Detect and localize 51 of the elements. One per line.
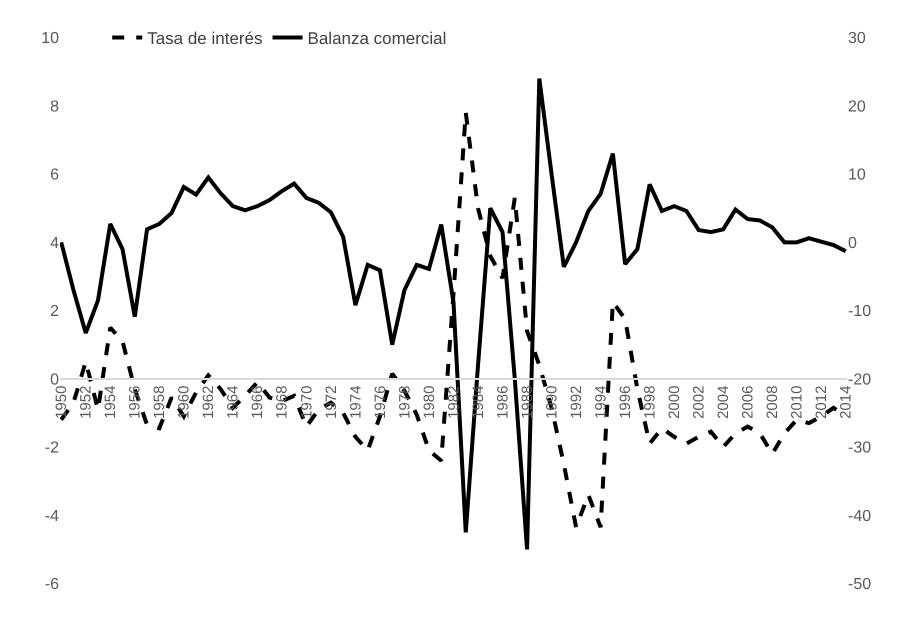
x-tick-label: 1984 [470,386,487,419]
y-tick-label: 2 [50,303,60,320]
x-tick-label: 1976 [372,386,389,419]
x-tick-label: 1968 [274,386,291,419]
y2-tick-label: 20 [848,98,866,116]
y2-tick-label: 0 [848,234,857,252]
y2-tick-label: -40 [848,508,872,525]
x-tick-label: 2004 [715,386,732,419]
x-tick-label: 1986 [494,386,512,419]
x-tick-label: 2006 [740,386,757,419]
x-tick-label: 1964 [224,386,242,419]
x-tick-label: 1952 [78,386,95,419]
x-tick-label: 1972 [322,386,340,419]
x-tick-label: 1962 [200,386,218,419]
x-tick-label: 1988 [518,386,536,419]
x-tick-label: 1982 [445,386,462,419]
x-tick-label: 1992 [568,386,585,419]
x-tick-label: 2010 [788,386,806,419]
x-tick-label: 1990 [543,386,560,419]
x-tick-label: 1958 [151,386,168,419]
x-tick-label: 1994 [592,386,610,419]
x-tick-label: 1980 [420,386,438,419]
legend-label: Tasa de interés [147,29,263,48]
x-tick-label: 1950 [53,386,70,419]
x-tick-label: 1954 [102,386,120,419]
x-tick-label: 1998 [642,386,659,419]
x-tick-label: 2008 [764,386,782,419]
x-tick-label: 2002 [690,386,708,419]
y-tick-label: 4 [50,234,60,252]
y2-tick-label: -50 [848,576,872,594]
x-tick-label: 1970 [298,386,316,419]
x-tick-label: 2012 [813,386,830,419]
legend-label: Balanza comercial [308,29,446,48]
y-tick-label: 10 [41,30,60,48]
y2-tick-label: 30 [848,30,866,48]
y2-tick-label: -10 [848,303,872,320]
y-tick-label: -4 [44,508,60,525]
y-tick-label: 6 [50,166,60,184]
y-tick-label: -2 [44,440,60,457]
y-tick-label: -6 [44,576,60,594]
y2-tick-label: 10 [848,166,866,184]
y2-tick-label: -30 [848,440,872,457]
x-tick-label: 1960 [176,386,193,419]
y-tick-label: 8 [50,98,60,116]
x-tick-label: 1966 [249,386,266,419]
x-tick-label: 1974 [347,386,364,419]
x-tick-label: 1956 [126,386,144,419]
x-tick-label: 1996 [616,386,634,419]
x-tick-label: 1978 [396,386,414,419]
x-tick-label: 2014 [838,386,855,419]
x-tick-label: 2000 [666,386,684,419]
